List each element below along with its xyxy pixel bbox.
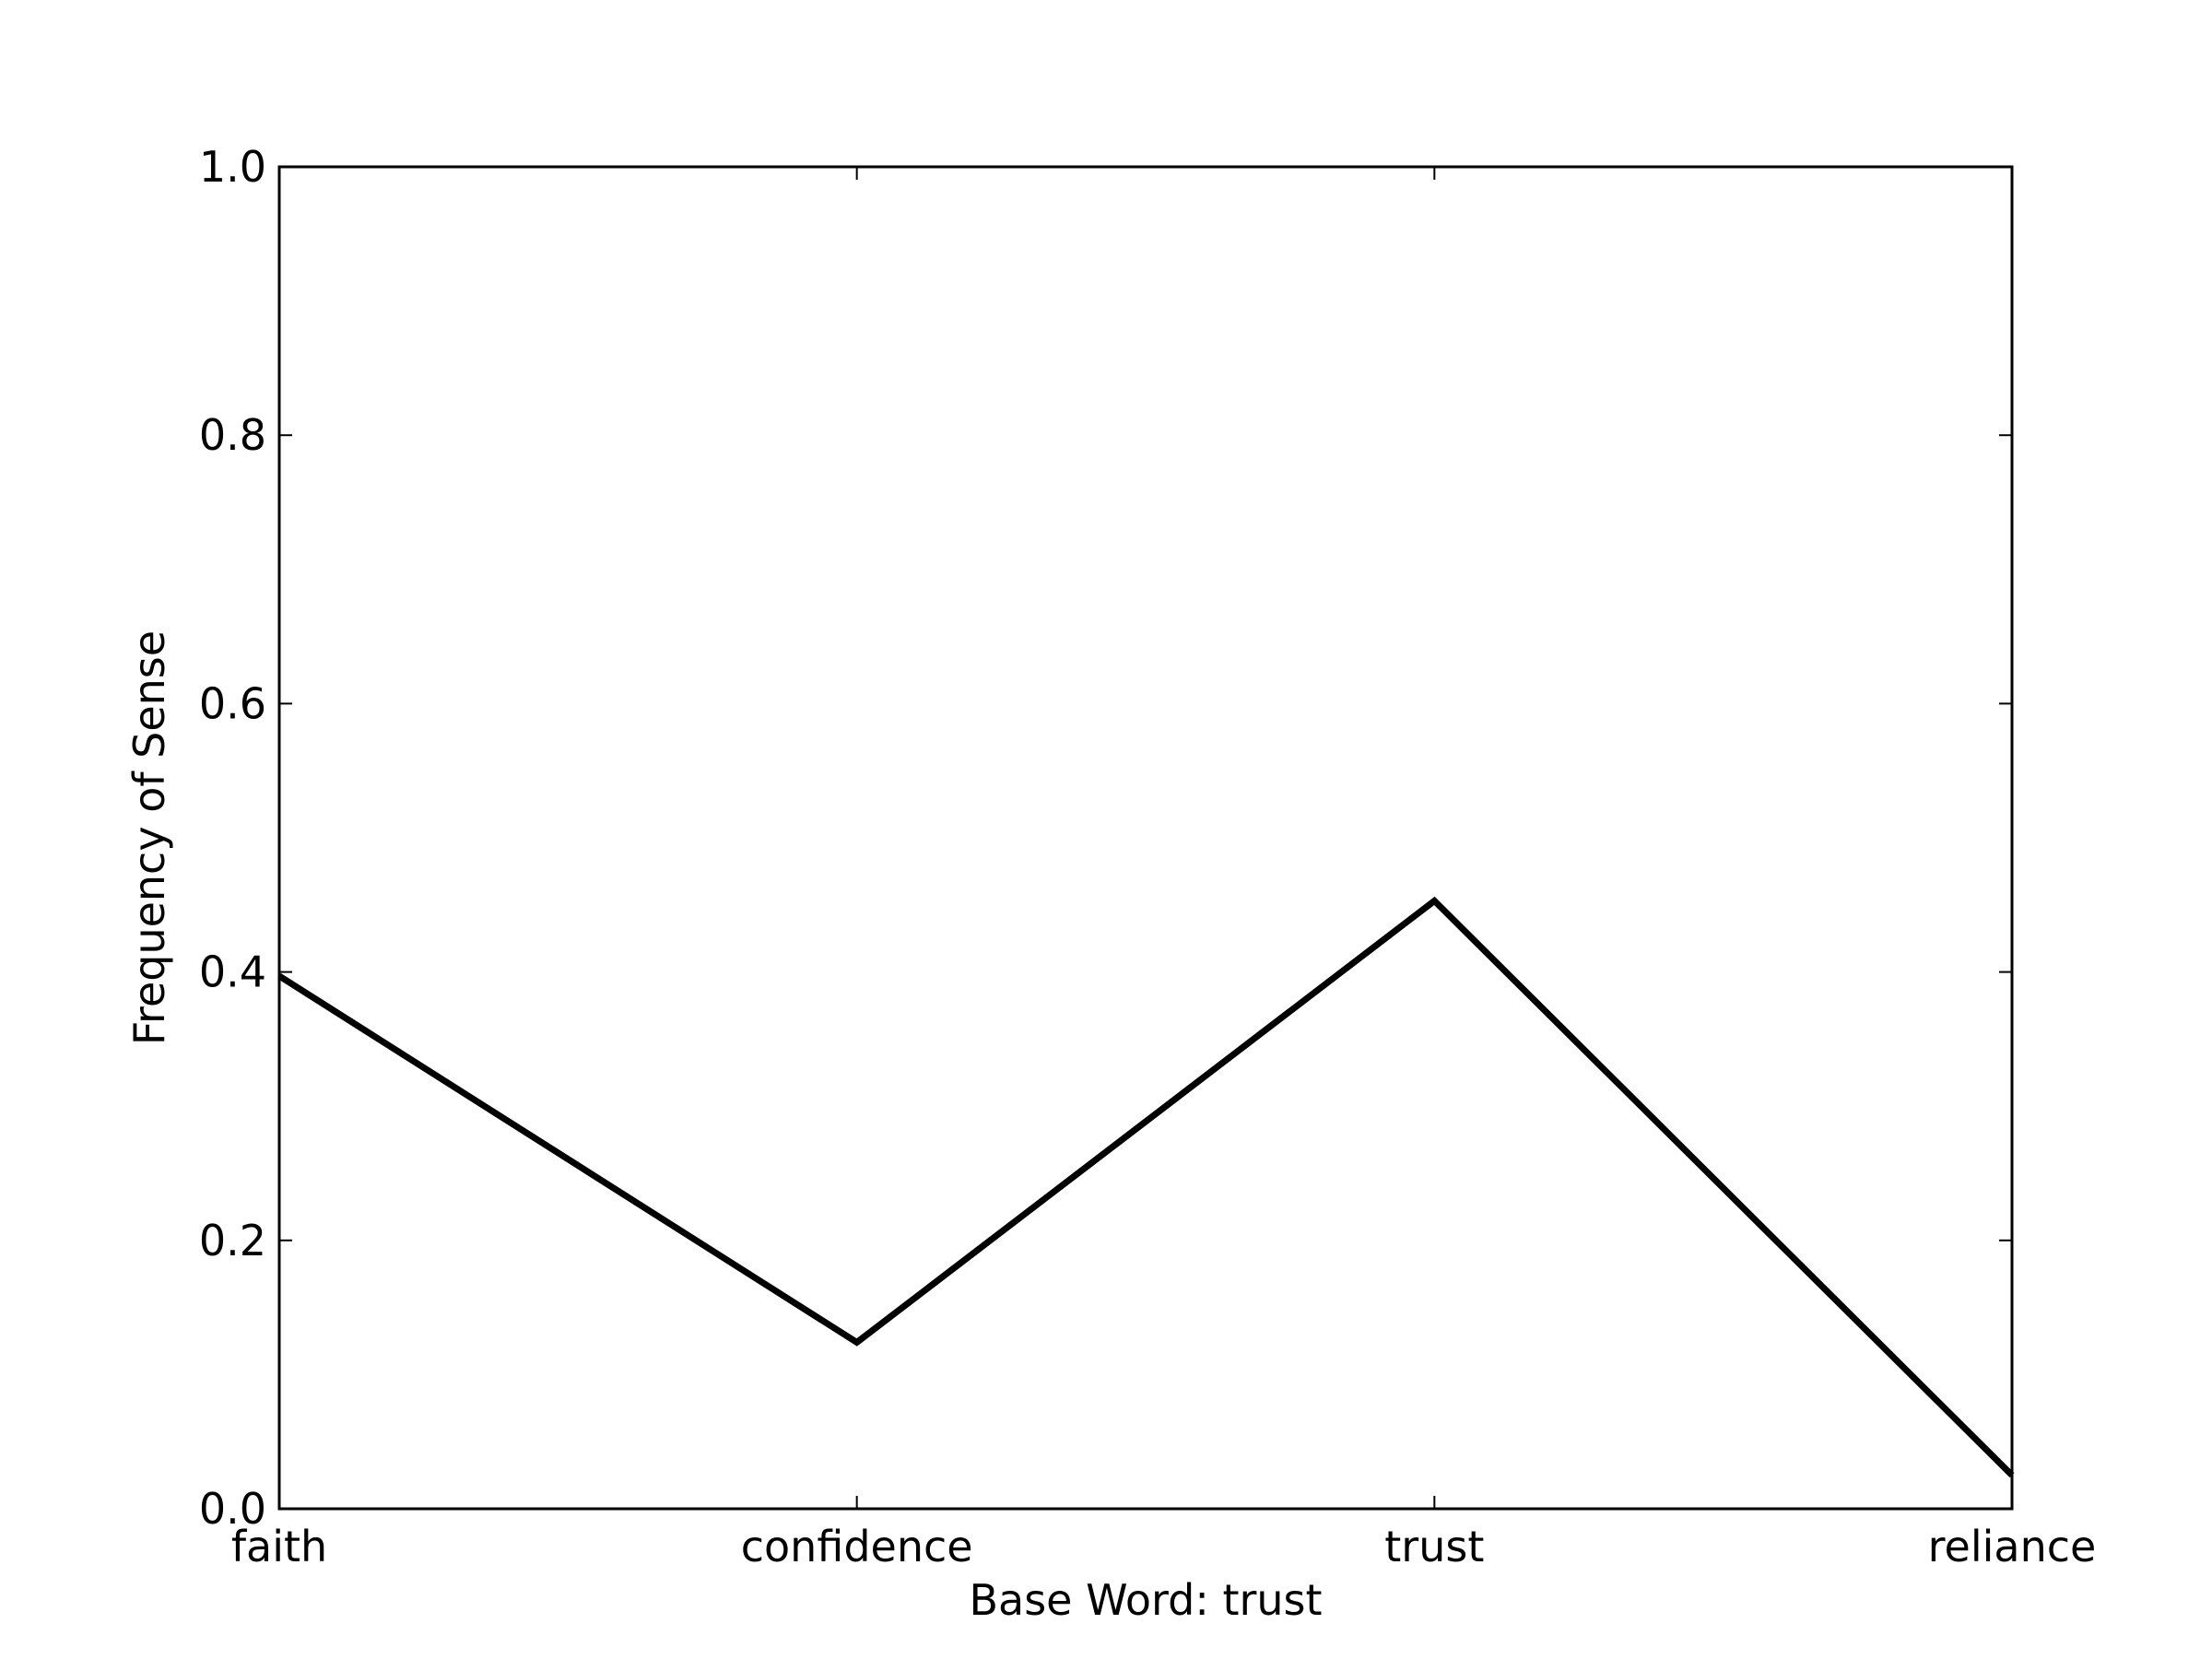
y-tick-label: 1.0 bbox=[199, 142, 266, 192]
x-tick-label: reliance bbox=[1928, 1522, 2097, 1571]
y-tick-label: 0.4 bbox=[199, 947, 266, 997]
x-tick-label: faith bbox=[231, 1522, 327, 1571]
x-tick-label: confidence bbox=[741, 1522, 973, 1571]
y-axis-label: Frequency of Sense bbox=[124, 630, 174, 1045]
series-line bbox=[277, 896, 2015, 1478]
y-tick-label: 0.6 bbox=[199, 678, 266, 728]
x-axis-label: Base Word: trust bbox=[969, 1575, 1322, 1625]
plot-area bbox=[277, 896, 2015, 1478]
x-axis-ticks: faith confidence trust reliance bbox=[231, 167, 2097, 1571]
y-tick-label: 0.2 bbox=[199, 1216, 266, 1265]
y-tick-label: 0.8 bbox=[199, 410, 266, 460]
plot-frame bbox=[277, 165, 2014, 1511]
y-tick-label: 0.0 bbox=[199, 1484, 266, 1534]
x-tick-label: trust bbox=[1384, 1522, 1484, 1571]
